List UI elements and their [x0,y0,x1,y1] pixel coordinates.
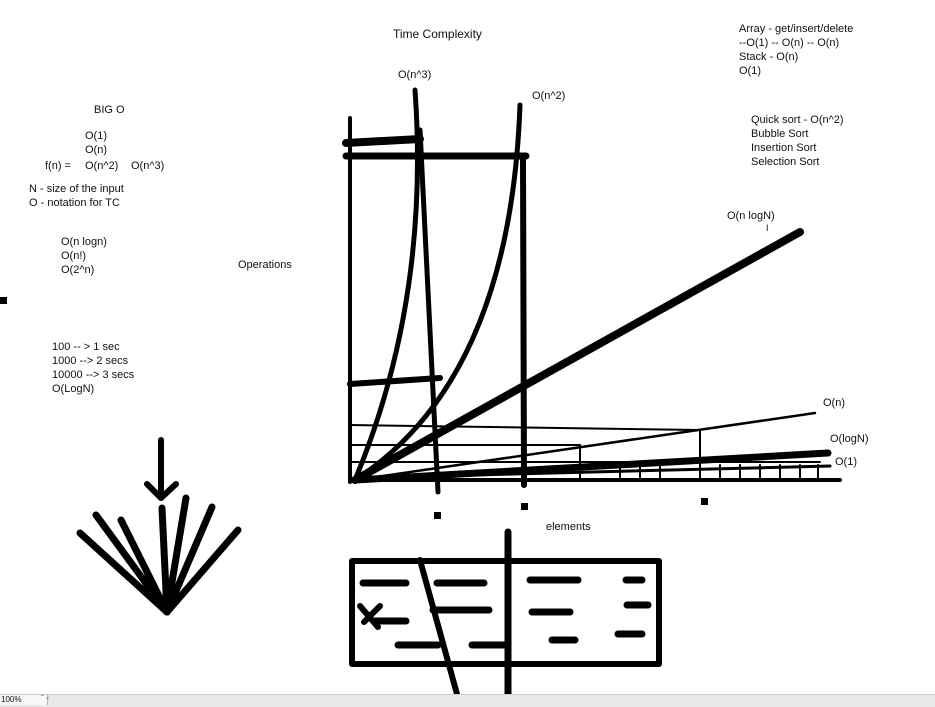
curve-nlogn [351,228,804,484]
cross-mark [357,603,383,630]
fn-label: f(n) = [45,160,71,172]
timing-line: 1000 --> 2 secs [52,355,129,367]
array-note-line: Array - get/insert/delete [739,23,854,35]
fn-value-n3: O(n^3) [131,160,165,172]
zoom-level-field[interactable]: 100% [0,695,48,705]
curve-n2 [352,102,523,483]
curve-label-constant: O(1) [835,456,857,468]
curve-label-log: O(logN) [830,433,869,445]
timing-line: 10000 --> 3 secs [52,369,135,381]
sort-note-line: Selection Sort [751,156,820,168]
complexity-line: O(2^n) [61,264,95,276]
big-o-list: O(1) O(n) [85,129,107,157]
array-note-line: Stack - O(n) [739,51,799,63]
fn-value-n2: O(n^2) [85,160,119,172]
zoom-stepper-icon[interactable]: ⌃⌄ [40,695,51,701]
timing-notes: 100 -- > 1 sec 1000 --> 2 secs 10000 -->… [52,340,134,396]
timing-line: 100 -- > 1 sec [52,341,120,353]
complexity-line: O(n logn) [61,236,107,248]
curve-linear [353,411,817,482]
curve-label-quadratic: O(n^2) [532,90,566,102]
x-axis-label: elements [546,521,591,533]
dot-left [0,297,7,304]
array-note-line: O(1) [739,65,761,77]
curve-label-linear: O(n) [823,397,845,409]
page-title: Time Complexity [393,27,482,41]
more-complexities: O(n logn) O(n!) O(2^n) [61,235,107,277]
sort-note-line: Quick sort - O(n^2) [751,114,844,126]
sort-note-line: Insertion Sort [751,142,817,154]
dot-n2 [521,503,528,510]
vertical-n2 [520,155,527,488]
dot-n3 [434,512,441,519]
arrow-head [144,481,179,501]
complexity-line: O(n!) [61,250,87,262]
dot-n [701,498,708,505]
sort-notes: Quick sort - O(n^2) Bubble Sort Insertio… [751,113,844,169]
definition-line: O - notation for TC [29,197,120,209]
array-notes: Array - get/insert/delete --O(1) -- O(n)… [739,22,853,78]
curve-label-cubic: O(n^3) [398,69,432,81]
status-bar: 100% ⌃⌄ [0,694,935,707]
array-dashes [359,576,652,649]
sort-note-line: Bubble Sort [751,128,809,140]
curve-constant [353,464,832,480]
fan-lines [76,494,242,616]
array-note-line: --O(1) -- O(n) -- O(n) [739,37,840,49]
curve-n3 [352,87,420,483]
big-o-heading: BIG O [94,104,125,116]
big-o-item: O(n) [85,144,107,156]
thin-guides [349,424,821,463]
strike-line [417,557,463,706]
timing-line: O(LogN) [52,383,95,395]
mid-bar [347,375,443,387]
big-o-item: O(1) [85,130,107,142]
definition-line: N - size of the input [29,183,124,195]
definitions: N - size of the input O - notation for T… [29,182,124,210]
top-bar-left [342,135,424,147]
y-axis-label: Operations [238,259,292,271]
text-cursor-icon: I [766,223,769,233]
curve-label-nlogn: O(n logN) [727,210,775,222]
